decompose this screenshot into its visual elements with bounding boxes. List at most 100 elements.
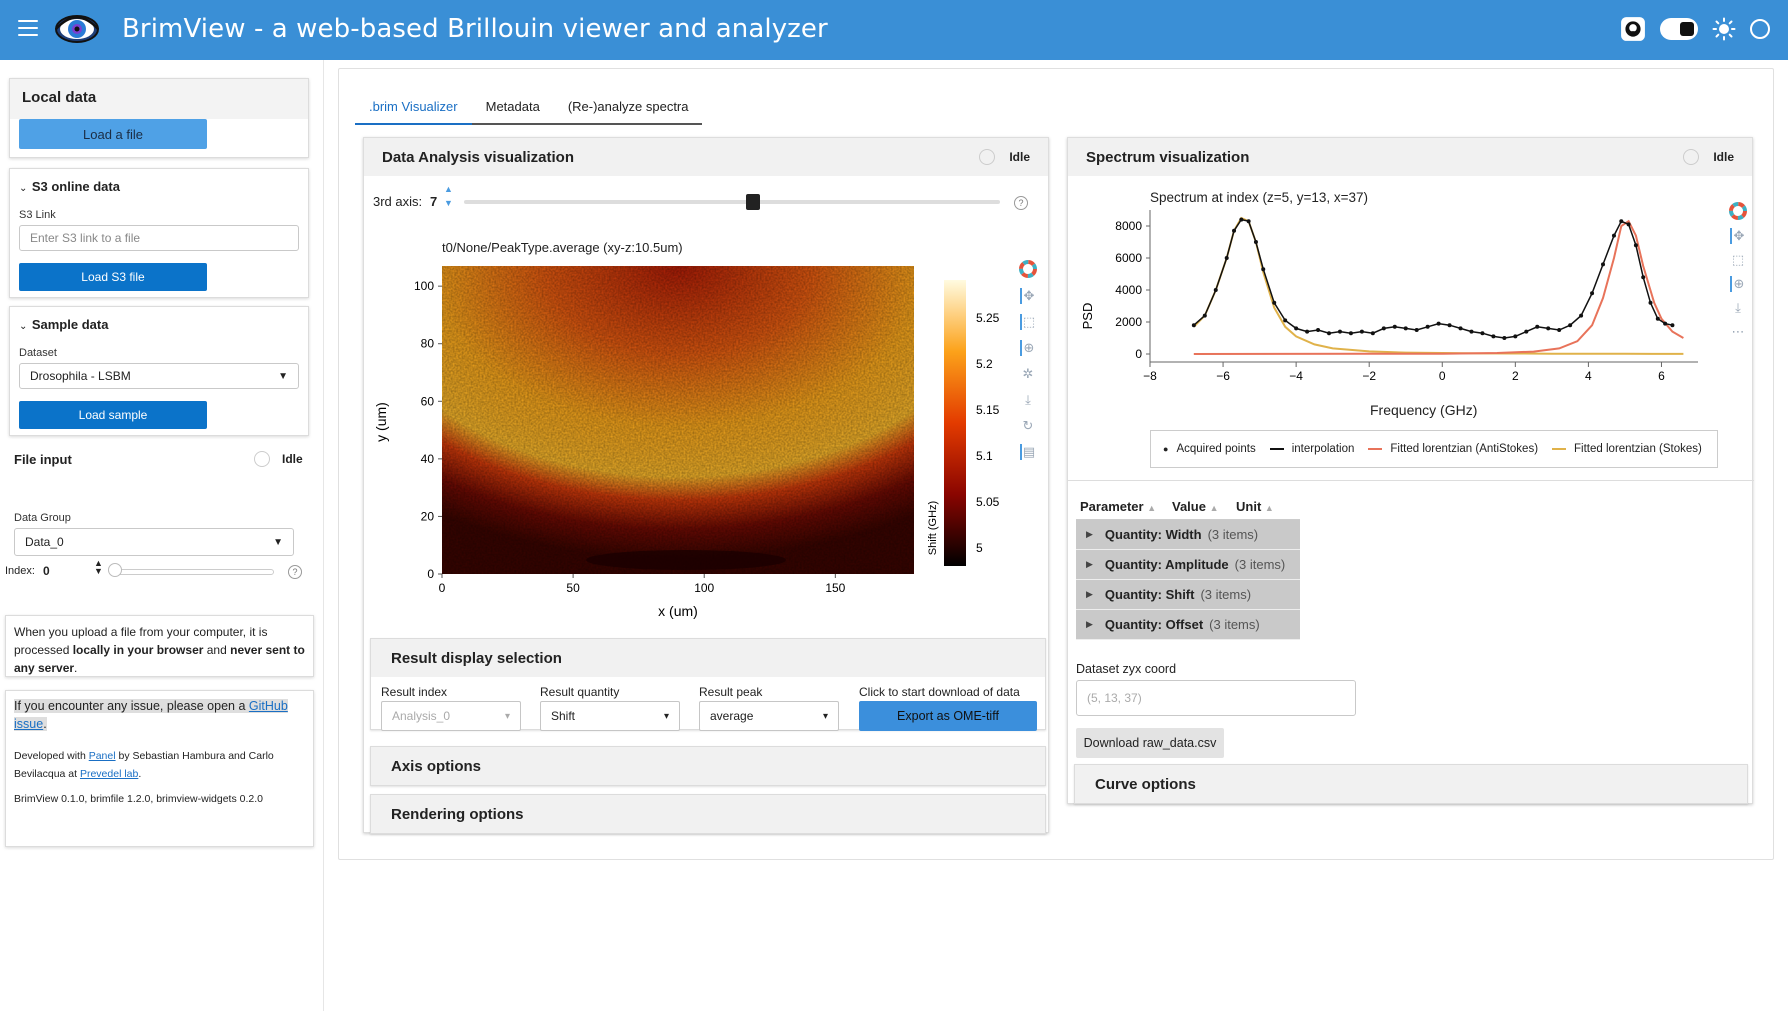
- pan-icon[interactable]: ✥: [1020, 288, 1036, 304]
- heatmap-y-tick-label: 40: [421, 452, 435, 466]
- file-input-status: Idle: [282, 452, 303, 466]
- table-row[interactable]: ▶ Quantity: Shift (3 items): [1076, 580, 1300, 610]
- index-label: Index:: [5, 565, 35, 577]
- heatmap-y-tick-label: 100: [414, 279, 434, 293]
- tab-metadata[interactable]: Metadata: [485, 99, 540, 114]
- acquired-point: [1663, 321, 1668, 326]
- reset-icon[interactable]: ↻: [1022, 418, 1034, 433]
- col-parameter[interactable]: Parameter ▲: [1080, 499, 1157, 514]
- rendering-options-toggle[interactable]: Rendering options: [370, 794, 1046, 834]
- box-zoom-icon[interactable]: ⬚: [1020, 314, 1036, 330]
- top-bar: BrimView - a web-based Brillouin viewer …: [0, 0, 1788, 60]
- menu-icon[interactable]: [18, 20, 38, 36]
- load-s3-button[interactable]: Load S3 file: [19, 263, 207, 291]
- help-icon[interactable]: ?: [288, 565, 302, 579]
- acquired-point: [1294, 326, 1299, 331]
- index-slider-handle[interactable]: [108, 563, 122, 577]
- index-value[interactable]: 0: [43, 564, 50, 578]
- dataset-select[interactable]: Drosophila - LSBM ▼: [19, 363, 299, 389]
- spectrum-x-label: Frequency (GHz): [1370, 402, 1478, 418]
- eye-logo-icon: [55, 15, 99, 43]
- caret-down-icon: ▾: [504, 710, 510, 722]
- select-icon[interactable]: ✲: [1022, 366, 1034, 381]
- col-unit[interactable]: Unit ▲: [1236, 499, 1274, 514]
- table-row[interactable]: ▶ Quantity: Width (3 items): [1076, 520, 1300, 550]
- save-icon[interactable]: ⤓: [1735, 300, 1741, 315]
- index-stepper-icon[interactable]: ▲ ▼: [94, 558, 103, 576]
- load-sample-button[interactable]: Load sample: [19, 401, 207, 429]
- caret-down-icon: ▾: [663, 710, 669, 722]
- sun-icon[interactable]: [1712, 17, 1736, 41]
- download-csv-button[interactable]: Download raw_data.csv: [1076, 728, 1224, 758]
- acquired-point: [1469, 329, 1474, 334]
- axis-options-toggle[interactable]: Axis options: [370, 746, 1046, 786]
- hover-icon[interactable]: ▤: [1020, 444, 1036, 460]
- third-axis-slider[interactable]: [464, 200, 1000, 204]
- acquired-point: [1392, 324, 1397, 329]
- pan-icon[interactable]: ✥: [1730, 228, 1746, 244]
- acquired-point: [1436, 321, 1441, 326]
- acquired-point: [1480, 331, 1485, 336]
- caret-down-icon: ▼: [278, 370, 288, 382]
- save-icon[interactable]: ⤓: [1025, 392, 1031, 407]
- bokeh-logo-icon[interactable]: [1729, 202, 1747, 220]
- third-axis-value[interactable]: 7: [430, 194, 438, 209]
- s3-link-input[interactable]: Enter S3 link to a file: [19, 225, 299, 251]
- acquired-point: [1337, 329, 1342, 334]
- curve-options-toggle[interactable]: Curve options: [1074, 764, 1748, 804]
- acquired-point: [1557, 328, 1562, 332]
- coord-input[interactable]: (5, 13, 37): [1076, 680, 1356, 716]
- acquired-point: [1590, 291, 1595, 296]
- panel-link[interactable]: Panel: [88, 750, 116, 762]
- sort-icon: ▲: [1147, 503, 1157, 513]
- github-issue-link[interactable]: GitHub issue: [14, 699, 288, 731]
- version-info: BrimView 0.1.0, brimfile 1.2.0, brimview…: [14, 793, 263, 805]
- acquired-point: [1502, 336, 1507, 340]
- third-axis-stepper-icon[interactable]: ▲ ▼: [444, 184, 453, 208]
- theme-toggle[interactable]: [1660, 18, 1698, 40]
- heatmap-noise: [442, 266, 914, 574]
- help-icon[interactable]: ?: [1014, 196, 1028, 210]
- heatmap-title: t0/None/PeakType.average (xy-z:10.5um): [442, 240, 683, 255]
- chevron-down-icon: ⌄: [19, 321, 28, 332]
- spectrum-status: Idle: [1713, 150, 1734, 164]
- table-row[interactable]: ▶ Quantity: Amplitude (3 items): [1076, 550, 1300, 580]
- sample-header[interactable]: ⌄ Sample data: [10, 307, 308, 334]
- tab-reanalyze-spectra[interactable]: (Re-)analyze spectra: [567, 99, 689, 114]
- sample-title: Sample data: [31, 317, 109, 332]
- spectrum-legend: ● Acquired points interpolation Fitted lo…: [1150, 430, 1718, 468]
- result-quantity-value: Shift: [551, 709, 576, 723]
- wheel-zoom-icon[interactable]: ⊕: [1730, 276, 1746, 292]
- prevedel-lab-link[interactable]: Prevedel lab: [79, 768, 139, 780]
- github-icon[interactable]: [1620, 16, 1646, 42]
- legend-line-icon: [1269, 448, 1284, 450]
- privacy-bold: never sent to any server: [14, 643, 305, 675]
- index-slider[interactable]: [112, 569, 274, 575]
- heatmap-y-label: y (um): [373, 402, 389, 442]
- load-file-button[interactable]: Load a file: [19, 119, 207, 149]
- box-zoom-icon[interactable]: ⬚: [1731, 252, 1745, 267]
- legend-stokes: Fitted lorentzian (Stokes): [1574, 443, 1702, 455]
- bokeh-logo-icon[interactable]: [1019, 260, 1037, 278]
- acquired-point: [1601, 262, 1606, 267]
- acquired-point: [1283, 318, 1288, 323]
- legend-line-icon: [1552, 448, 1567, 450]
- s3-header[interactable]: ⌄ S3 online data: [10, 169, 308, 196]
- table-row[interactable]: ▶ Quantity: Offset (3 items): [1076, 610, 1300, 640]
- more-icon[interactable]: ⋯: [1731, 324, 1745, 339]
- spectrum-chart[interactable]: 0 2000 4000 6000 8000 −8 −6 −4 −2 0 2 4 6 PSD: [1068, 198, 1708, 388]
- result-peak-select[interactable]: average ▾: [699, 701, 839, 731]
- heatmap-chart[interactable]: 0 20 40 60 80 100 0 50 100 150 y (um) x (um) 5.2…: [364, 258, 1024, 628]
- data-group-value: Data_0: [25, 535, 64, 549]
- export-ome-tiff-button[interactable]: Export as OME-tiff: [859, 701, 1037, 731]
- acquired-point: [1524, 329, 1529, 334]
- spectrum-x-tick-label: 2: [1512, 369, 1519, 383]
- acquired-point: [1633, 243, 1638, 248]
- result-quantity-select[interactable]: Shift ▾: [540, 701, 680, 731]
- wheel-zoom-icon[interactable]: ⊕: [1020, 340, 1036, 356]
- third-axis-slider-handle[interactable]: [746, 194, 761, 210]
- data-group-select[interactable]: Data_0 ▼: [14, 528, 294, 556]
- spectrum-x-tick-label: −6: [1216, 369, 1230, 383]
- tab-brim-visualizer[interactable]: .brim Visualizer: [355, 91, 472, 125]
- col-value[interactable]: Value ▲: [1172, 499, 1219, 514]
